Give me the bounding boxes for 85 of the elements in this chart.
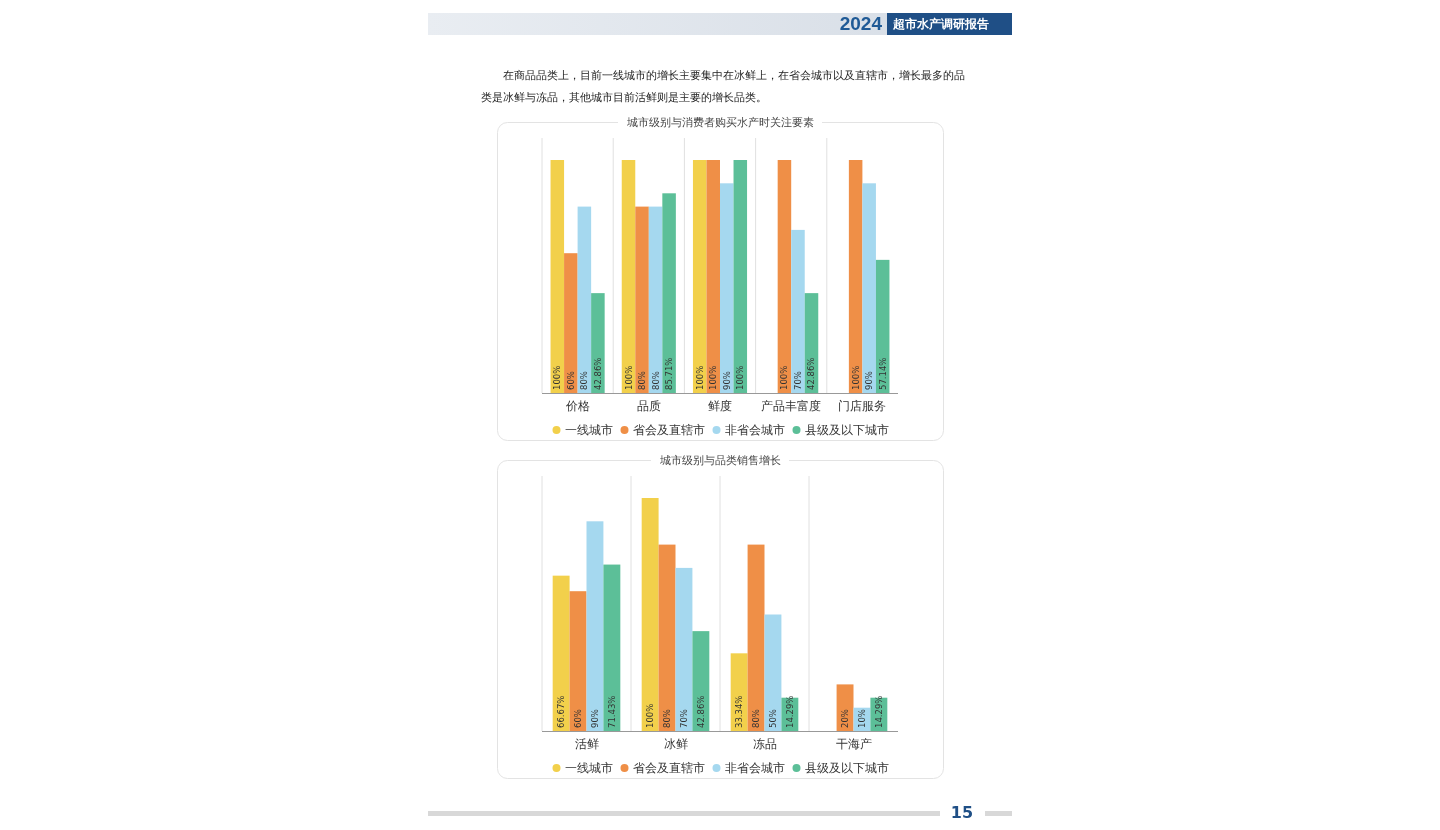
data-label: 100%	[735, 365, 746, 390]
text: 在商品品类上，目前一线城市的增长主要集中在冰鲜上，在省会城市以及直辖市，增长最多的品类是冰鲜与冻品，其他城市目前活鲜则是主要的增长品类。	[481, 68, 966, 106]
chart-title: 城市级别与消费者购买水产时关注要素	[626, 116, 814, 129]
data-label: 100%	[694, 365, 705, 390]
bar	[603, 564, 621, 731]
data-label: 100%	[708, 365, 719, 390]
data-label: 14.29%	[873, 695, 884, 728]
data-label: 80%	[650, 371, 661, 390]
data-label: 70%	[678, 709, 689, 728]
data-label: 80%	[751, 709, 762, 728]
legend-label: 非省会城市	[724, 423, 785, 437]
data-label: 100%	[623, 365, 634, 390]
bar	[569, 591, 587, 731]
x-tick-label: 活鲜	[574, 737, 599, 751]
bar	[577, 206, 592, 393]
x-tick-label: 价格	[564, 399, 590, 413]
legend-label: 县级及以下城市	[804, 423, 889, 437]
data-label: 33.34%	[734, 695, 745, 728]
bar	[836, 684, 854, 731]
x-tick-label: 门店服务	[838, 399, 887, 413]
data-label: 100%	[779, 365, 790, 390]
data-label: 42.86%	[806, 357, 817, 390]
legend-label: 一线城市	[564, 761, 613, 775]
data-label: 71.43%	[606, 695, 617, 728]
legend-label: 一线城市	[564, 423, 613, 437]
data-label: 90%	[864, 371, 875, 390]
bar	[564, 253, 578, 393]
data-label: 80%	[662, 709, 673, 728]
text: 超市水产调研报告	[887, 13, 1012, 35]
text: 15	[949, 803, 975, 822]
data-label: 70%	[792, 371, 803, 390]
data-label: 14.29%	[784, 695, 795, 728]
bar	[875, 259, 890, 393]
data-label: 42.86%	[695, 695, 706, 728]
bar	[621, 160, 636, 393]
bar	[641, 498, 659, 731]
bar	[733, 160, 748, 393]
x-tick-label: 产品丰富度	[761, 399, 822, 413]
bar	[648, 206, 663, 393]
data-label: 42.86%	[592, 357, 603, 390]
data-label: 80%	[637, 371, 648, 390]
data-label: 57.14%	[877, 357, 888, 390]
x-tick-label: 冰鲜	[663, 737, 688, 751]
data-label: 90%	[589, 709, 600, 728]
legend-label: 非省会城市	[724, 761, 785, 775]
data-label: 20%	[840, 709, 851, 728]
bar	[662, 193, 676, 393]
data-label: 100%	[645, 703, 656, 728]
data-label: 90%	[721, 371, 732, 390]
data-label: 10%	[856, 709, 867, 728]
bar	[777, 160, 792, 393]
text: 2024	[838, 12, 882, 36]
bar	[591, 293, 605, 393]
bar	[730, 653, 748, 731]
data-label: 50%	[767, 709, 778, 728]
data-label: 66.67%	[556, 695, 567, 728]
bar	[635, 206, 649, 393]
bar	[675, 567, 693, 731]
x-tick-label: 干海产	[835, 737, 872, 751]
legend-label: 省会及直辖市	[632, 761, 705, 775]
data-label: 100%	[552, 365, 563, 390]
chart-title: 城市级别与品类销售增长	[659, 454, 781, 467]
bar	[848, 160, 863, 393]
bar	[586, 521, 604, 731]
x-tick-label: 冻品	[752, 737, 777, 751]
bar	[791, 229, 805, 393]
bar	[862, 183, 876, 393]
x-tick-label: 鲜度	[708, 399, 732, 413]
bar	[550, 160, 565, 393]
data-label: 100%	[850, 365, 861, 390]
bar	[658, 544, 676, 731]
data-label: 80%	[579, 371, 590, 390]
bar	[692, 160, 707, 393]
bar	[706, 160, 720, 393]
data-label: 60%	[565, 371, 576, 390]
bar	[552, 575, 570, 731]
legend-label: 县级及以下城市	[804, 761, 889, 775]
legend-label: 省会及直辖市	[632, 423, 705, 437]
data-label: 60%	[573, 709, 584, 728]
bar	[764, 614, 782, 731]
bar	[747, 544, 765, 731]
data-label: 85.71%	[664, 357, 675, 390]
bar	[692, 631, 710, 731]
x-tick-label: 品质	[636, 399, 661, 413]
bar	[720, 183, 734, 393]
